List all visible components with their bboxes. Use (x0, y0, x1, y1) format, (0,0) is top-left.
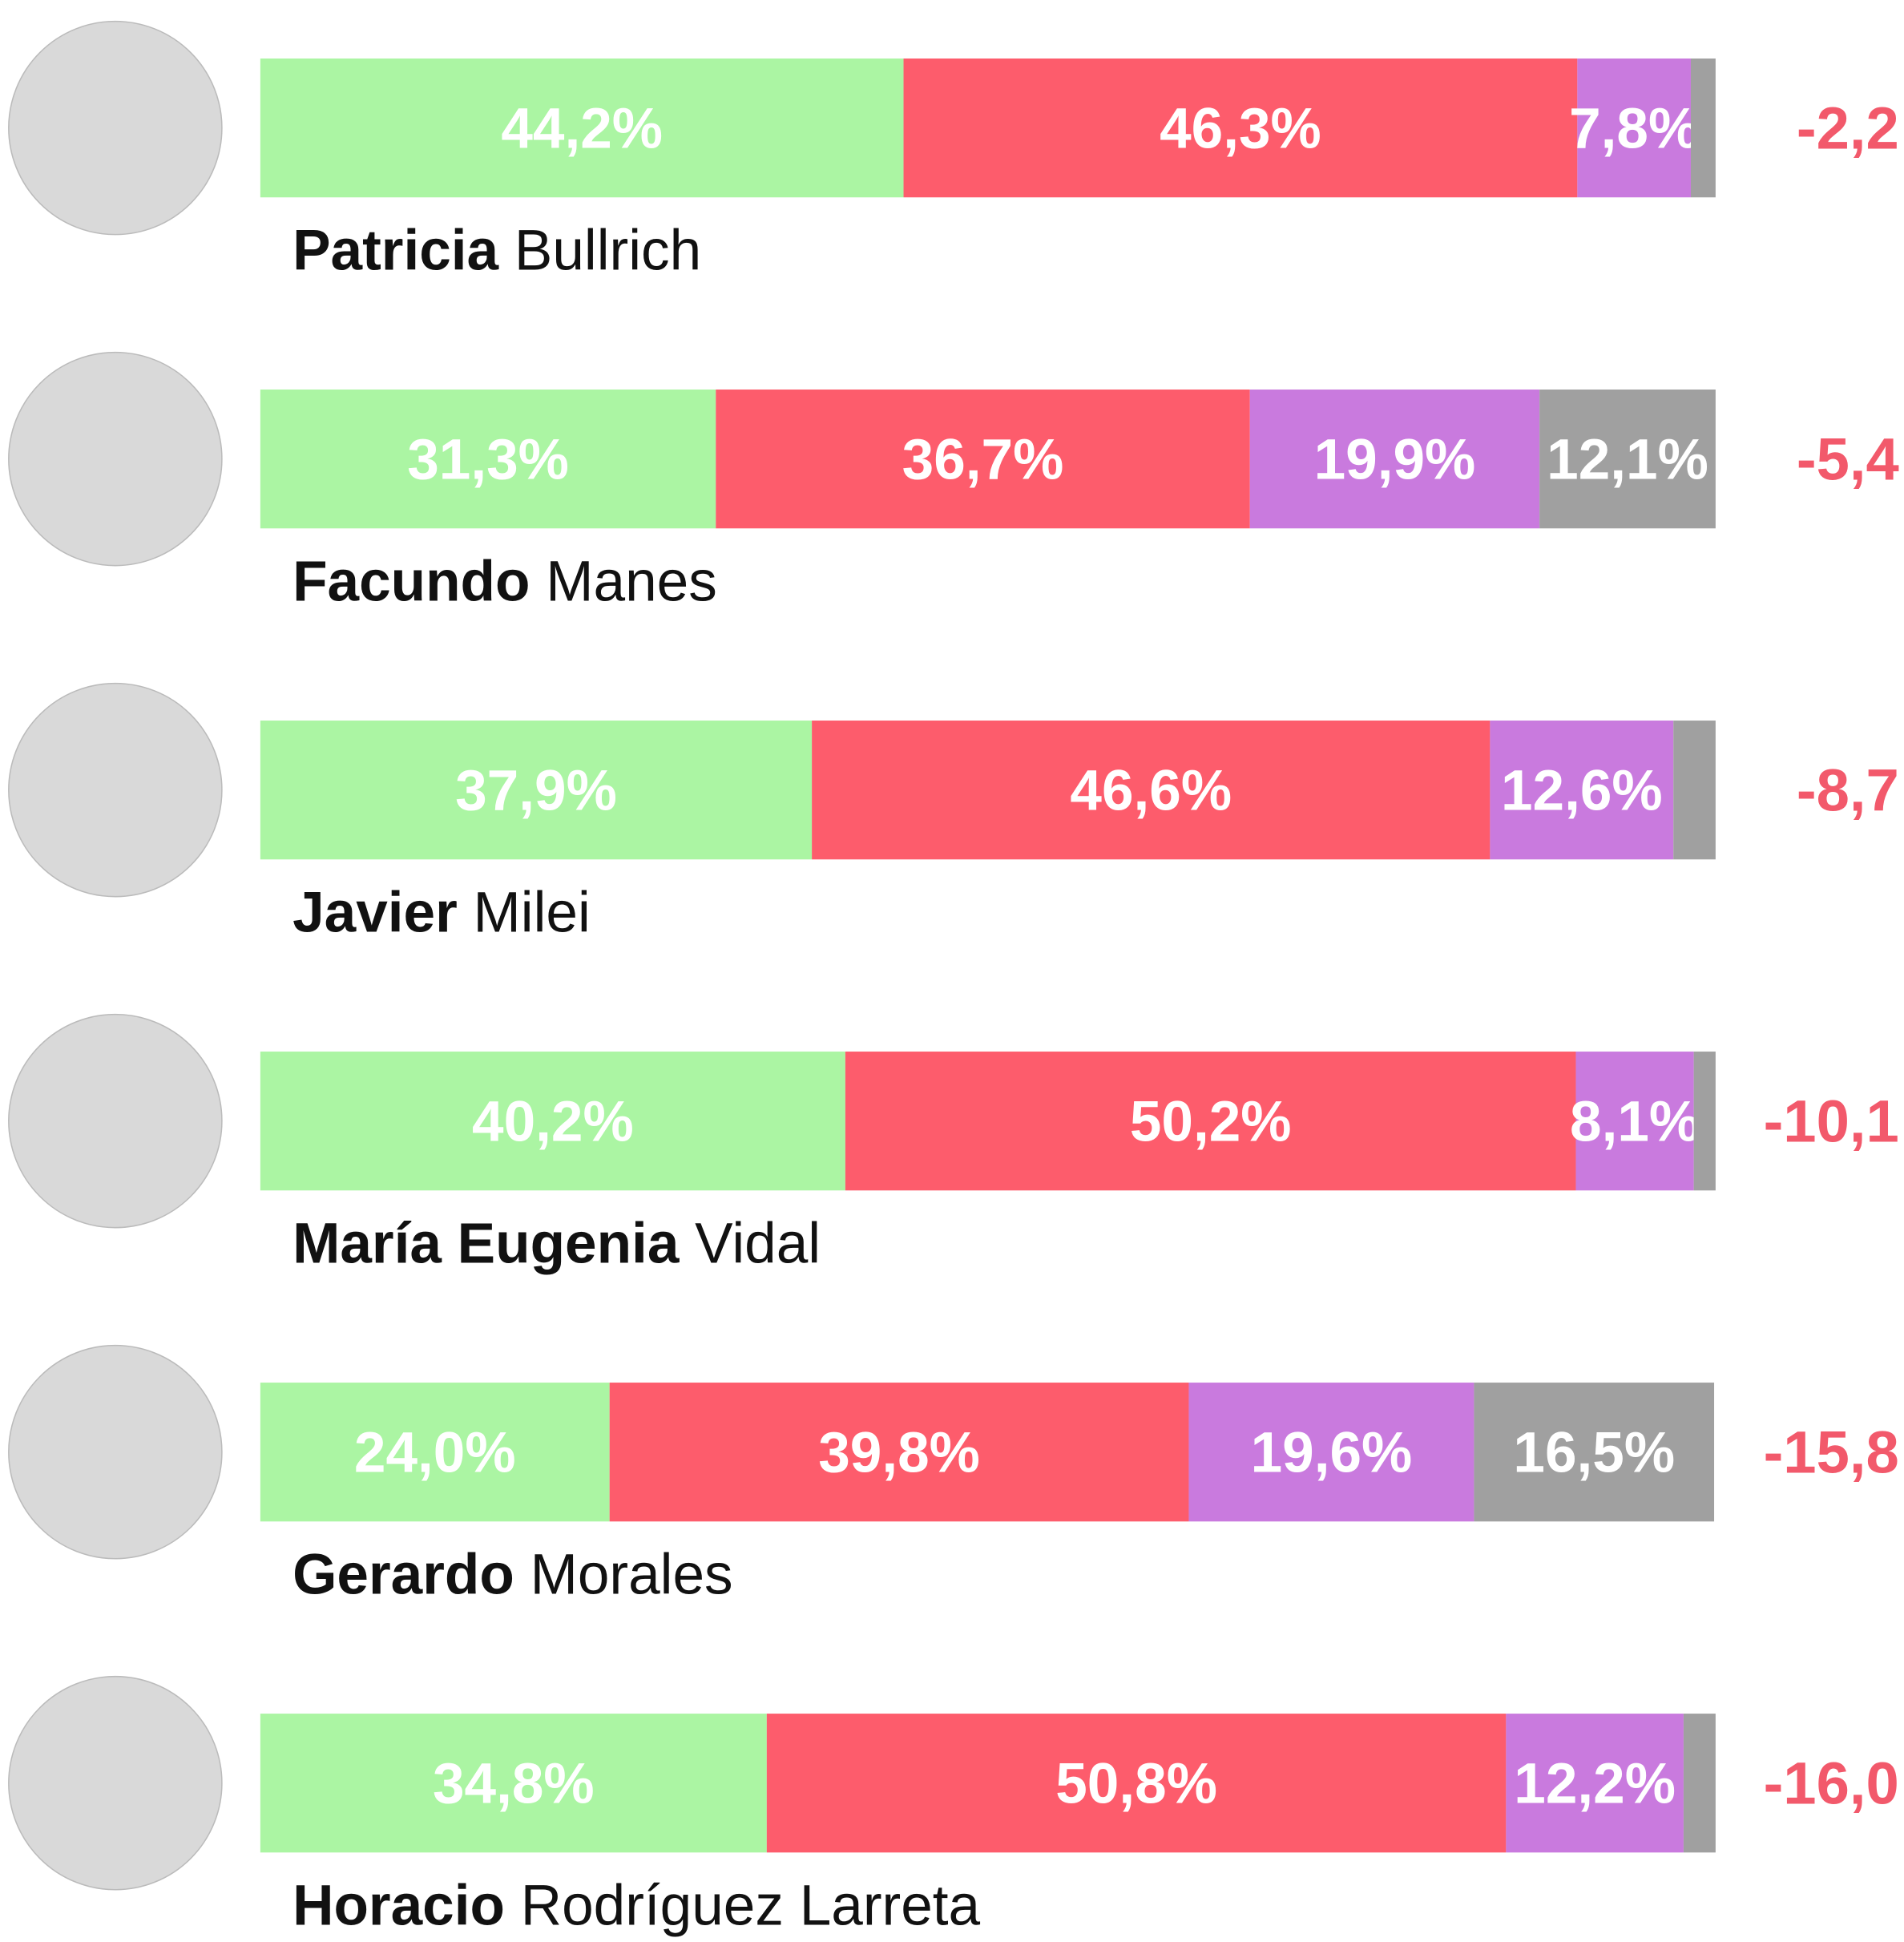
value-label: 24,0% (354, 1422, 516, 1485)
first-name: Horacio (292, 1874, 505, 1937)
value-label: 34,8% (433, 1753, 595, 1816)
value-label: 36,7% (902, 429, 1064, 492)
value-label: 50,2% (1130, 1091, 1292, 1154)
candidate-photo (9, 684, 222, 897)
value-label: 39,8% (818, 1422, 980, 1485)
last-name: Milei (474, 881, 591, 944)
candidate-name: Patricia Bullrich (292, 219, 701, 282)
candidate-photo (9, 22, 222, 235)
bar-segment (1684, 1714, 1716, 1852)
first-name: María Eugenia (292, 1212, 680, 1275)
first-name: Patricia (292, 219, 499, 282)
difference: -10,1 (1764, 1088, 1899, 1154)
candidate-photo (9, 1677, 222, 1890)
value-label: 16,5% (1513, 1422, 1675, 1485)
value-label: 19,9% (1314, 429, 1476, 492)
bar-segment (1691, 59, 1716, 197)
value-label: 12,6% (1501, 760, 1663, 823)
first-name: Gerardo (292, 1543, 514, 1606)
last-name: Rodríguez Larreta (521, 1874, 981, 1937)
value-label: 50,8% (1055, 1753, 1217, 1816)
value-label: 12,1% (1547, 429, 1708, 492)
value-label: 40,2% (472, 1091, 634, 1154)
candidate-name: Facundo Manes (292, 550, 717, 613)
value-label: 37,9% (455, 760, 617, 823)
first-name: Facundo (292, 550, 530, 613)
candidate-name: María Eugenia Vidal (292, 1212, 821, 1275)
candidate-photo (9, 353, 222, 566)
bar-segment (1694, 1052, 1716, 1190)
last-name: Manes (546, 550, 717, 613)
difference: -16,0 (1764, 1750, 1899, 1817)
last-name: Morales (530, 1543, 733, 1606)
last-name: Vidal (695, 1212, 821, 1275)
difference: -2,2 (1797, 95, 1899, 161)
value-label: 46,3% (1160, 98, 1321, 161)
value-label: 19,6% (1251, 1422, 1413, 1485)
last-name: Bullrich (514, 219, 701, 282)
candidate-name: Javier Milei (292, 881, 591, 944)
page: 44,2% 46,3% 7,8% -2,2 Patricia Bullrich 31,3%… (0, 0, 1904, 1942)
difference: -15,8 (1764, 1419, 1899, 1485)
value-label: 7,8% (1569, 98, 1699, 161)
candidate-photo (9, 1346, 222, 1559)
candidate-name: Horacio Rodríguez Larreta (292, 1874, 980, 1937)
value-label: 12,2% (1514, 1753, 1676, 1816)
bar-segment (1673, 721, 1716, 859)
value-label: 44,2% (501, 98, 663, 161)
first-name: Javier (292, 881, 458, 944)
chart: 44,2% 46,3% 7,8% -2,2 Patricia Bullrich 31,3%… (0, 0, 1904, 1942)
difference: -8,7 (1797, 757, 1899, 823)
value-label: 31,3% (407, 429, 569, 492)
difference: -5,4 (1797, 426, 1899, 492)
value-label: 46,6% (1070, 760, 1232, 823)
value-label: 8,1% (1570, 1091, 1700, 1154)
candidate-photo (9, 1015, 222, 1228)
candidate-name: Gerardo Morales (292, 1543, 733, 1606)
